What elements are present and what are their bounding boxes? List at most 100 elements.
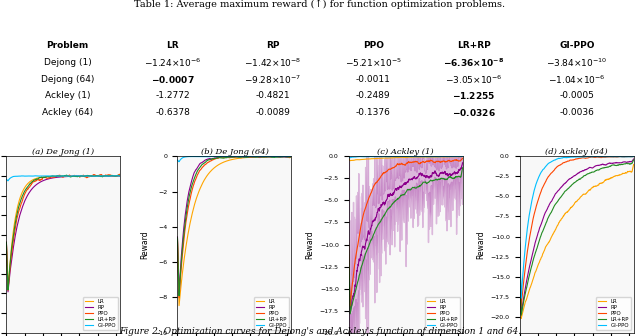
Legend: LR, RP, PPO, LR+RP, GI-PPO: LR, RP, PPO, LR+RP, GI-PPO — [425, 297, 460, 330]
LR — [516, 243, 524, 247]
Title: (b) De Jong (64): (b) De Jong (64) — [200, 148, 268, 156]
GI-PPO — [65, 174, 72, 178]
PPO — [116, 172, 124, 176]
PPO — [228, 155, 236, 159]
RP — [609, 161, 617, 165]
GI-PPO — [228, 155, 236, 159]
Line: GI-PPO: GI-PPO — [177, 157, 291, 162]
RP — [57, 175, 65, 179]
RP — [70, 174, 78, 178]
PPO — [609, 155, 617, 159]
GI-PPO — [57, 174, 65, 178]
Title: Table 1: Average maximum reward (↑) for function optimization problems.: Table 1: Average maximum reward (↑) for … — [134, 0, 506, 9]
LR — [236, 156, 243, 160]
LR+RP — [406, 188, 414, 192]
RP — [517, 312, 525, 316]
LR+RP — [228, 155, 236, 159]
GI-PPO — [578, 155, 586, 159]
PPO — [438, 160, 446, 164]
Line: GI-PPO: GI-PPO — [349, 157, 463, 158]
RP — [65, 174, 72, 178]
PPO — [413, 160, 420, 164]
LR — [438, 155, 446, 159]
LR — [175, 304, 183, 308]
LR+RP — [609, 163, 617, 167]
LR — [228, 158, 236, 162]
Line: LR: LR — [177, 157, 291, 306]
Text: Figure 2: Optimization curves for Dejong's and Ackley's function of dimension 1 : Figure 2: Optimization curves for Dejong… — [119, 327, 521, 336]
PPO — [459, 157, 467, 161]
GI-PPO — [58, 174, 65, 178]
Line: PPO: PPO — [349, 159, 463, 306]
RP — [570, 174, 578, 178]
LR+RP — [627, 161, 635, 165]
RP — [114, 174, 122, 178]
PPO — [114, 173, 122, 177]
LR — [456, 155, 464, 159]
LR+RP — [115, 173, 122, 177]
PPO — [175, 296, 183, 300]
GI-PPO — [229, 155, 237, 159]
LR+RP — [268, 155, 275, 159]
Title: (c) Ackley (1): (c) Ackley (1) — [377, 148, 434, 156]
LR — [268, 155, 275, 159]
Line: LR+RP: LR+RP — [520, 160, 634, 315]
LR+RP — [346, 312, 354, 316]
RP — [175, 291, 183, 295]
GI-PPO — [3, 177, 10, 181]
LR — [627, 170, 635, 174]
LR — [570, 202, 578, 206]
LR — [609, 175, 617, 179]
RP — [236, 155, 243, 159]
RP — [627, 160, 635, 164]
Title: (d) Ackley (64): (d) Ackley (64) — [545, 148, 608, 156]
GI-PPO — [97, 174, 104, 178]
GI-PPO — [627, 155, 635, 159]
RP — [346, 311, 354, 315]
GI-PPO — [570, 155, 578, 159]
LR+RP — [58, 174, 65, 178]
RP — [116, 174, 124, 178]
RP — [96, 174, 104, 178]
PPO — [406, 161, 414, 165]
LR — [4, 288, 12, 292]
LR — [413, 155, 420, 159]
LR — [70, 174, 78, 178]
PPO — [173, 237, 181, 241]
PPO — [57, 174, 65, 178]
Title: (a) De Jong (1): (a) De Jong (1) — [33, 148, 95, 156]
GI-PPO — [115, 174, 122, 178]
PPO — [456, 159, 464, 163]
GI-PPO — [607, 155, 614, 159]
GI-PPO — [223, 155, 230, 159]
Line: LR: LR — [349, 157, 463, 161]
LR+RP — [345, 241, 353, 245]
LR+RP — [242, 156, 250, 160]
GI-PPO — [438, 155, 446, 159]
Line: PPO: PPO — [6, 174, 120, 290]
LR+RP — [3, 240, 10, 244]
LR — [242, 156, 250, 160]
PPO — [627, 155, 635, 159]
LR+RP — [285, 155, 293, 159]
Y-axis label: Reward: Reward — [305, 230, 314, 259]
PPO — [228, 155, 236, 159]
LR+RP — [413, 186, 420, 190]
RP — [58, 175, 65, 179]
LR+RP — [400, 193, 408, 197]
LR+RP — [456, 175, 464, 179]
PPO — [58, 174, 65, 178]
LR+RP — [4, 288, 12, 292]
Line: LR: LR — [6, 176, 120, 290]
LR+RP — [570, 181, 578, 185]
LR — [116, 174, 124, 178]
PPO — [268, 155, 275, 159]
PPO — [516, 239, 524, 243]
LR+RP — [287, 155, 295, 159]
LR — [173, 238, 181, 242]
GI-PPO — [175, 160, 183, 164]
GI-PPO — [630, 155, 637, 159]
RP — [228, 155, 236, 159]
RP — [228, 155, 236, 159]
GI-PPO — [70, 174, 78, 178]
